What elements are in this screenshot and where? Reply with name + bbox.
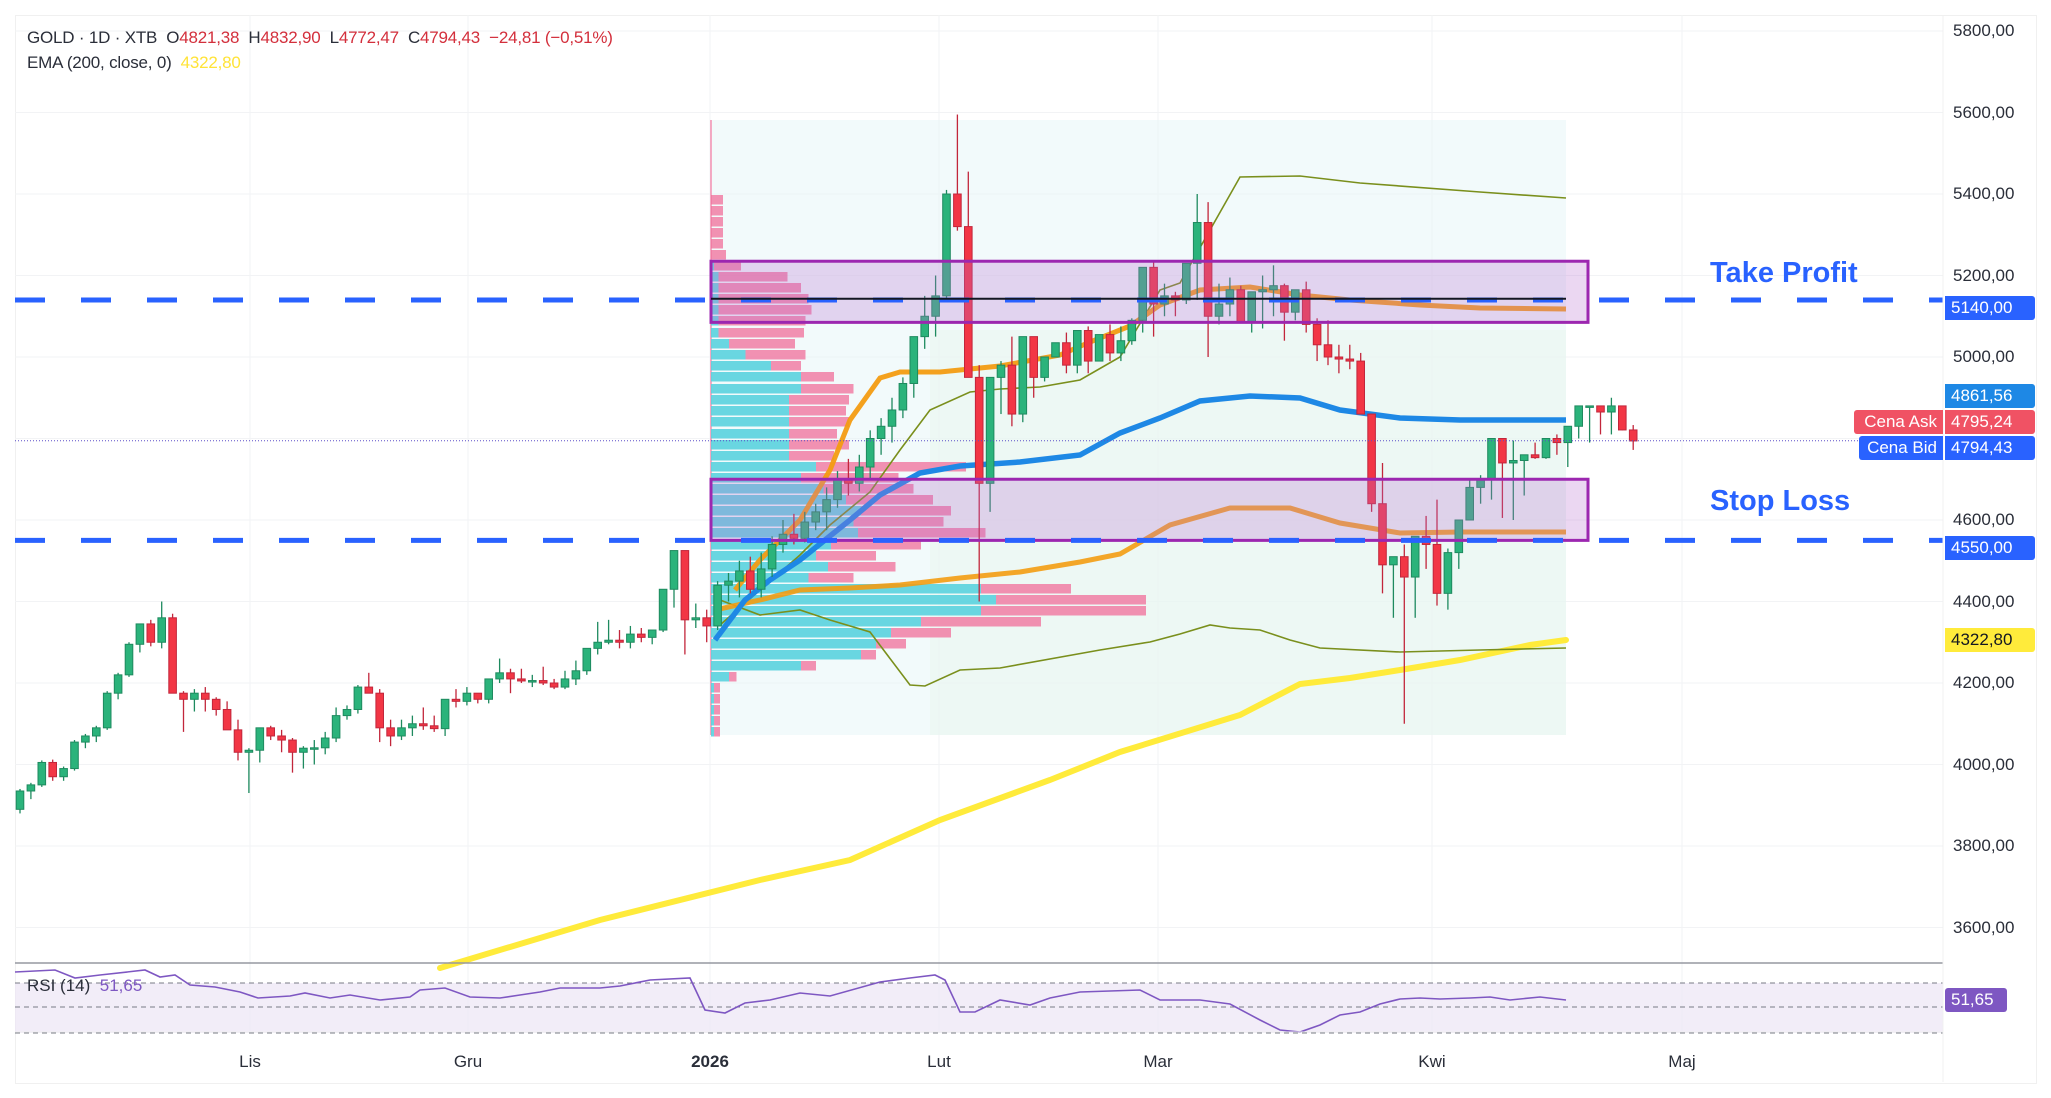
price-axis-tick: 3800,00 [1953,836,2015,855]
bid-label: Cena Bid [1859,436,1943,460]
open-value: 4821,38 [179,28,240,47]
ask-price-tag: 4795,24 [1945,410,2035,434]
time-axis-tick: Gru [453,1052,483,1071]
price-axis-tick: 3600,00 [1953,917,2015,937]
high-value: 4832,90 [260,28,321,47]
change-value: −24,81 (−0,51%) [489,28,613,47]
tp-sl-lines[interactable] [15,297,1943,543]
ema-legend[interactable]: EMA (200, close, 0) 4322,80 [27,53,241,73]
ema-label: EMA (200, close, 0) [27,53,172,72]
price-axis-tick: 4600,00 [1953,510,2015,529]
time-axis-tick: Lut [927,1052,951,1071]
time-axis-tick: Mar [1143,1052,1173,1071]
price-axis-tick: 5200,00 [1953,265,2015,285]
price-axis-tick: 5600,00 [1953,102,2015,122]
price-axis-tick: 4000,00 [1953,754,2015,774]
price-axis-tick: 5000,00 [1953,347,2015,366]
time-axis-tick: Maj [1668,1052,1696,1071]
low-label: L [329,28,339,47]
time-axis-tick: 2026 [691,1052,729,1071]
take-profit-price-tag[interactable]: 5140,00 [1945,296,2035,320]
bid-price-tag: 4794,43 [1945,436,2035,460]
ema200-price-tag: 4322,80 [1945,628,2035,652]
stop-loss-price-tag[interactable]: 4550,00 [1945,536,2035,560]
symbol-title: GOLD · 1D · XTB [27,28,158,47]
bollinger-bands [719,175,1567,687]
rsi-value: 51,65 [99,976,143,995]
low-value: 4772,47 [338,28,399,47]
ema-200-line [437,637,1569,971]
rsi-legend[interactable]: RSI (14) 51,65 [27,976,142,996]
price-axis-tick: 5800,00 [1953,21,2015,40]
close-value: 4794,43 [420,28,481,47]
price-axis-tick: 4400,00 [1953,591,2015,611]
time-axis-tick: Kwi [1418,1052,1446,1071]
rsi-price-tag: 51,65 [1945,988,2007,1012]
ema-value: 4322,80 [180,53,241,72]
symbol-legend[interactable]: GOLD · 1D · XTB O4821,38 H4832,90 L4772,… [27,28,613,48]
rsi-pane [14,969,1943,1034]
ask-label: Cena Ask [1854,410,1943,434]
stop-loss-label: Stop Loss [1710,485,1851,517]
price-axis-tick: 5400,00 [1953,184,2015,203]
time-axis-tick: Lis [239,1052,261,1071]
ma-price-tag: 4861,56 [1945,384,2035,408]
take-profit-label: Take Profit [1710,257,1858,289]
rsi-label: RSI (14) [27,976,91,995]
price-axis-tick: 4200,00 [1953,673,2015,692]
close-label: C [407,28,421,47]
high-label: H [248,28,261,47]
open-label: O [166,28,180,47]
candlesticks[interactable] [15,114,1638,814]
tp-sl-zones[interactable] [709,259,1590,542]
